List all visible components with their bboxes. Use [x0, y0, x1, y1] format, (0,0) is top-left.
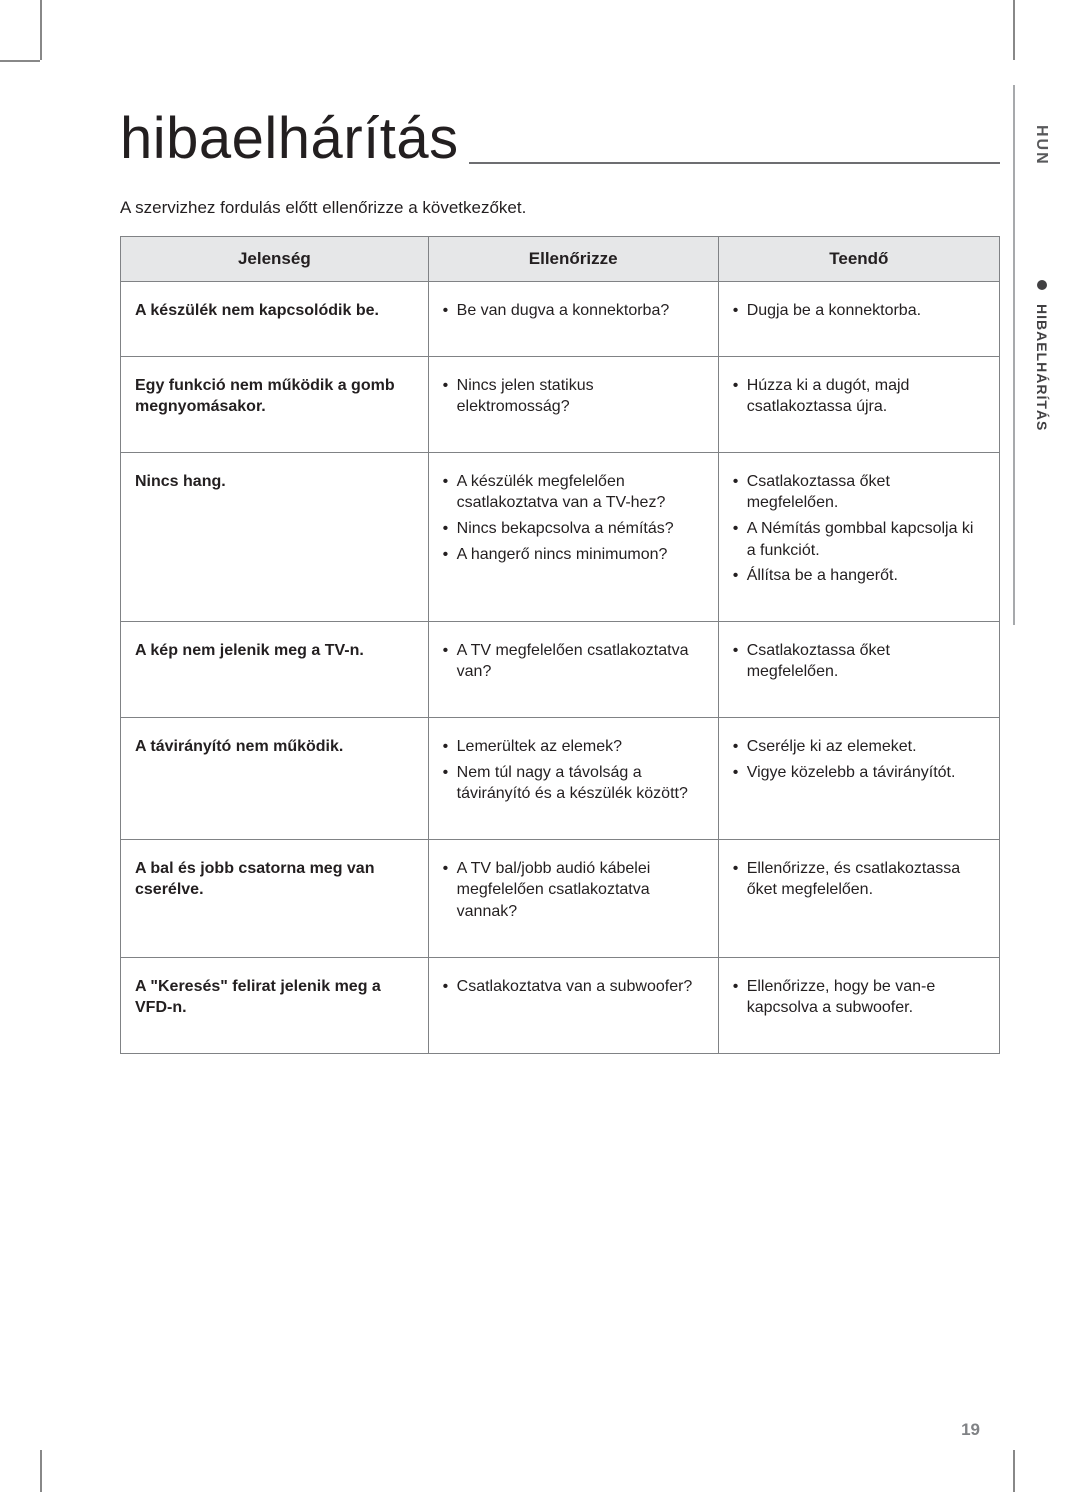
intro-text: A szervizhez fordulás előtt ellenőrizze …	[120, 198, 1000, 218]
table-row: A bal és jobb csatorna meg van cserélve.…	[121, 839, 1000, 957]
page-title: hibaelhárítás	[120, 110, 459, 174]
symptom-cell: A távirányító nem működik.	[121, 717, 429, 839]
check-cell: Csatlakoztatva van a subwoofer?	[428, 957, 718, 1053]
troubleshooting-table: Jelenség Ellenőrizze Teendő A készülék n…	[120, 236, 1000, 1054]
crop-mark	[40, 0, 42, 60]
action-item: Állítsa be a hangerőt.	[733, 565, 985, 587]
table-row: Egy funkció nem működik a gomb megnyomás…	[121, 356, 1000, 452]
check-item: Lemerültek az elemek?	[443, 736, 704, 758]
check-cell: Be van dugva a konnektorba?	[428, 282, 718, 357]
symptom-cell: Nincs hang.	[121, 452, 429, 621]
manual-page: HUN HIBAELHÁRÍTÁS hibaelhárítás A szervi…	[0, 0, 1080, 1492]
symptom-cell: Egy funkció nem működik a gomb megnyomás…	[121, 356, 429, 452]
col-symptom: Jelenség	[121, 237, 429, 282]
action-cell: Cserélje ki az elemeket. Vigye közelebb a…	[718, 717, 999, 839]
check-item: Csatlakoztatva van a subwoofer?	[443, 976, 704, 998]
check-cell: A TV bal/jobb audió kábelei megfelelően …	[428, 839, 718, 957]
symptom-cell: A "Keresés" felirat jelenik meg a VFD-n.	[121, 957, 429, 1053]
table-header-row: Jelenség Ellenőrizze Teendő	[121, 237, 1000, 282]
symptom-cell: A kép nem jelenik meg a TV-n.	[121, 621, 429, 717]
check-cell: A készülék megfelelően csatlakoztatva va…	[428, 452, 718, 621]
table-row: A "Keresés" felirat jelenik meg a VFD-n.…	[121, 957, 1000, 1053]
check-cell: A TV megfelelően csatlakoztatva van?	[428, 621, 718, 717]
bullet-icon	[1037, 280, 1047, 290]
action-item: Ellenőrizze, és csatlakoztassa őket megf…	[733, 858, 985, 901]
crop-mark	[40, 1450, 42, 1492]
check-cell: Nincs jelen statikus elektromosság?	[428, 356, 718, 452]
action-item: A Némítás gombbal kapcsolja ki a funkció…	[733, 518, 985, 561]
action-item: Vigye közelebb a távirányítót.	[733, 762, 985, 784]
table-row: Nincs hang. A készülék megfelelően csatla…	[121, 452, 1000, 621]
action-item: Cserélje ki az elemeket.	[733, 736, 985, 758]
action-item: Csatlakoztassa őket megfelelően.	[733, 471, 985, 514]
title-rule	[469, 162, 1000, 164]
action-cell: Ellenőrizze, hogy be van-e kapcsolva a s…	[718, 957, 999, 1053]
col-check: Ellenőrizze	[428, 237, 718, 282]
action-cell: Csatlakoztassa őket megfelelően.	[718, 621, 999, 717]
action-cell: Dugja be a konnektorba.	[718, 282, 999, 357]
symptom-cell: A bal és jobb csatorna meg van cserélve.	[121, 839, 429, 957]
table-row: A távirányító nem működik.Lemerültek az …	[121, 717, 1000, 839]
crop-mark	[0, 60, 40, 62]
symptom-cell: A készülék nem kapcsolódik be.	[121, 282, 429, 357]
action-item: Csatlakoztassa őket megfelelően.	[733, 640, 985, 683]
action-cell: Csatlakoztassa őket megfelelően.A Némítá…	[718, 452, 999, 621]
section-tab: HIBAELHÁRÍTÁS	[1034, 280, 1050, 431]
crop-mark	[1013, 0, 1015, 60]
check-item: Nincs jelen statikus elektromosság?	[443, 375, 704, 418]
col-action: Teendő	[718, 237, 999, 282]
section-tab-label: HIBAELHÁRÍTÁS	[1034, 304, 1050, 431]
table-row: A kép nem jelenik meg a TV-n. A TV megfel…	[121, 621, 1000, 717]
action-item: Dugja be a konnektorba.	[733, 300, 985, 322]
action-cell: Ellenőrizze, és csatlakoztassa őket megf…	[718, 839, 999, 957]
language-code: HUN	[1032, 125, 1050, 166]
check-item: A hangerő nincs minimumon?	[443, 544, 704, 566]
page-number: 19	[961, 1420, 980, 1440]
action-cell: Húzza ki a dugót, majd csatlakoztassa új…	[718, 356, 999, 452]
action-item: Ellenőrizze, hogy be van-e kapcsolva a s…	[733, 976, 985, 1019]
check-item: Be van dugva a konnektorba?	[443, 300, 704, 322]
side-divider	[1013, 85, 1015, 625]
check-item: A TV bal/jobb audió kábelei megfelelően …	[443, 858, 704, 923]
title-row: hibaelhárítás	[120, 110, 1000, 174]
check-item: A TV megfelelően csatlakoztatva van?	[443, 640, 704, 683]
check-cell: Lemerültek az elemek? Nem túl nagy a távo…	[428, 717, 718, 839]
crop-mark	[1013, 1450, 1015, 1492]
check-item: Nincs bekapcsolva a némítás?	[443, 518, 704, 540]
check-item: A készülék megfelelően csatlakoztatva va…	[443, 471, 704, 514]
action-item: Húzza ki a dugót, majd csatlakoztassa új…	[733, 375, 985, 418]
check-item: Nem túl nagy a távolság a távirányító és…	[443, 762, 704, 805]
table-row: A készülék nem kapcsolódik be. Be van dug…	[121, 282, 1000, 357]
